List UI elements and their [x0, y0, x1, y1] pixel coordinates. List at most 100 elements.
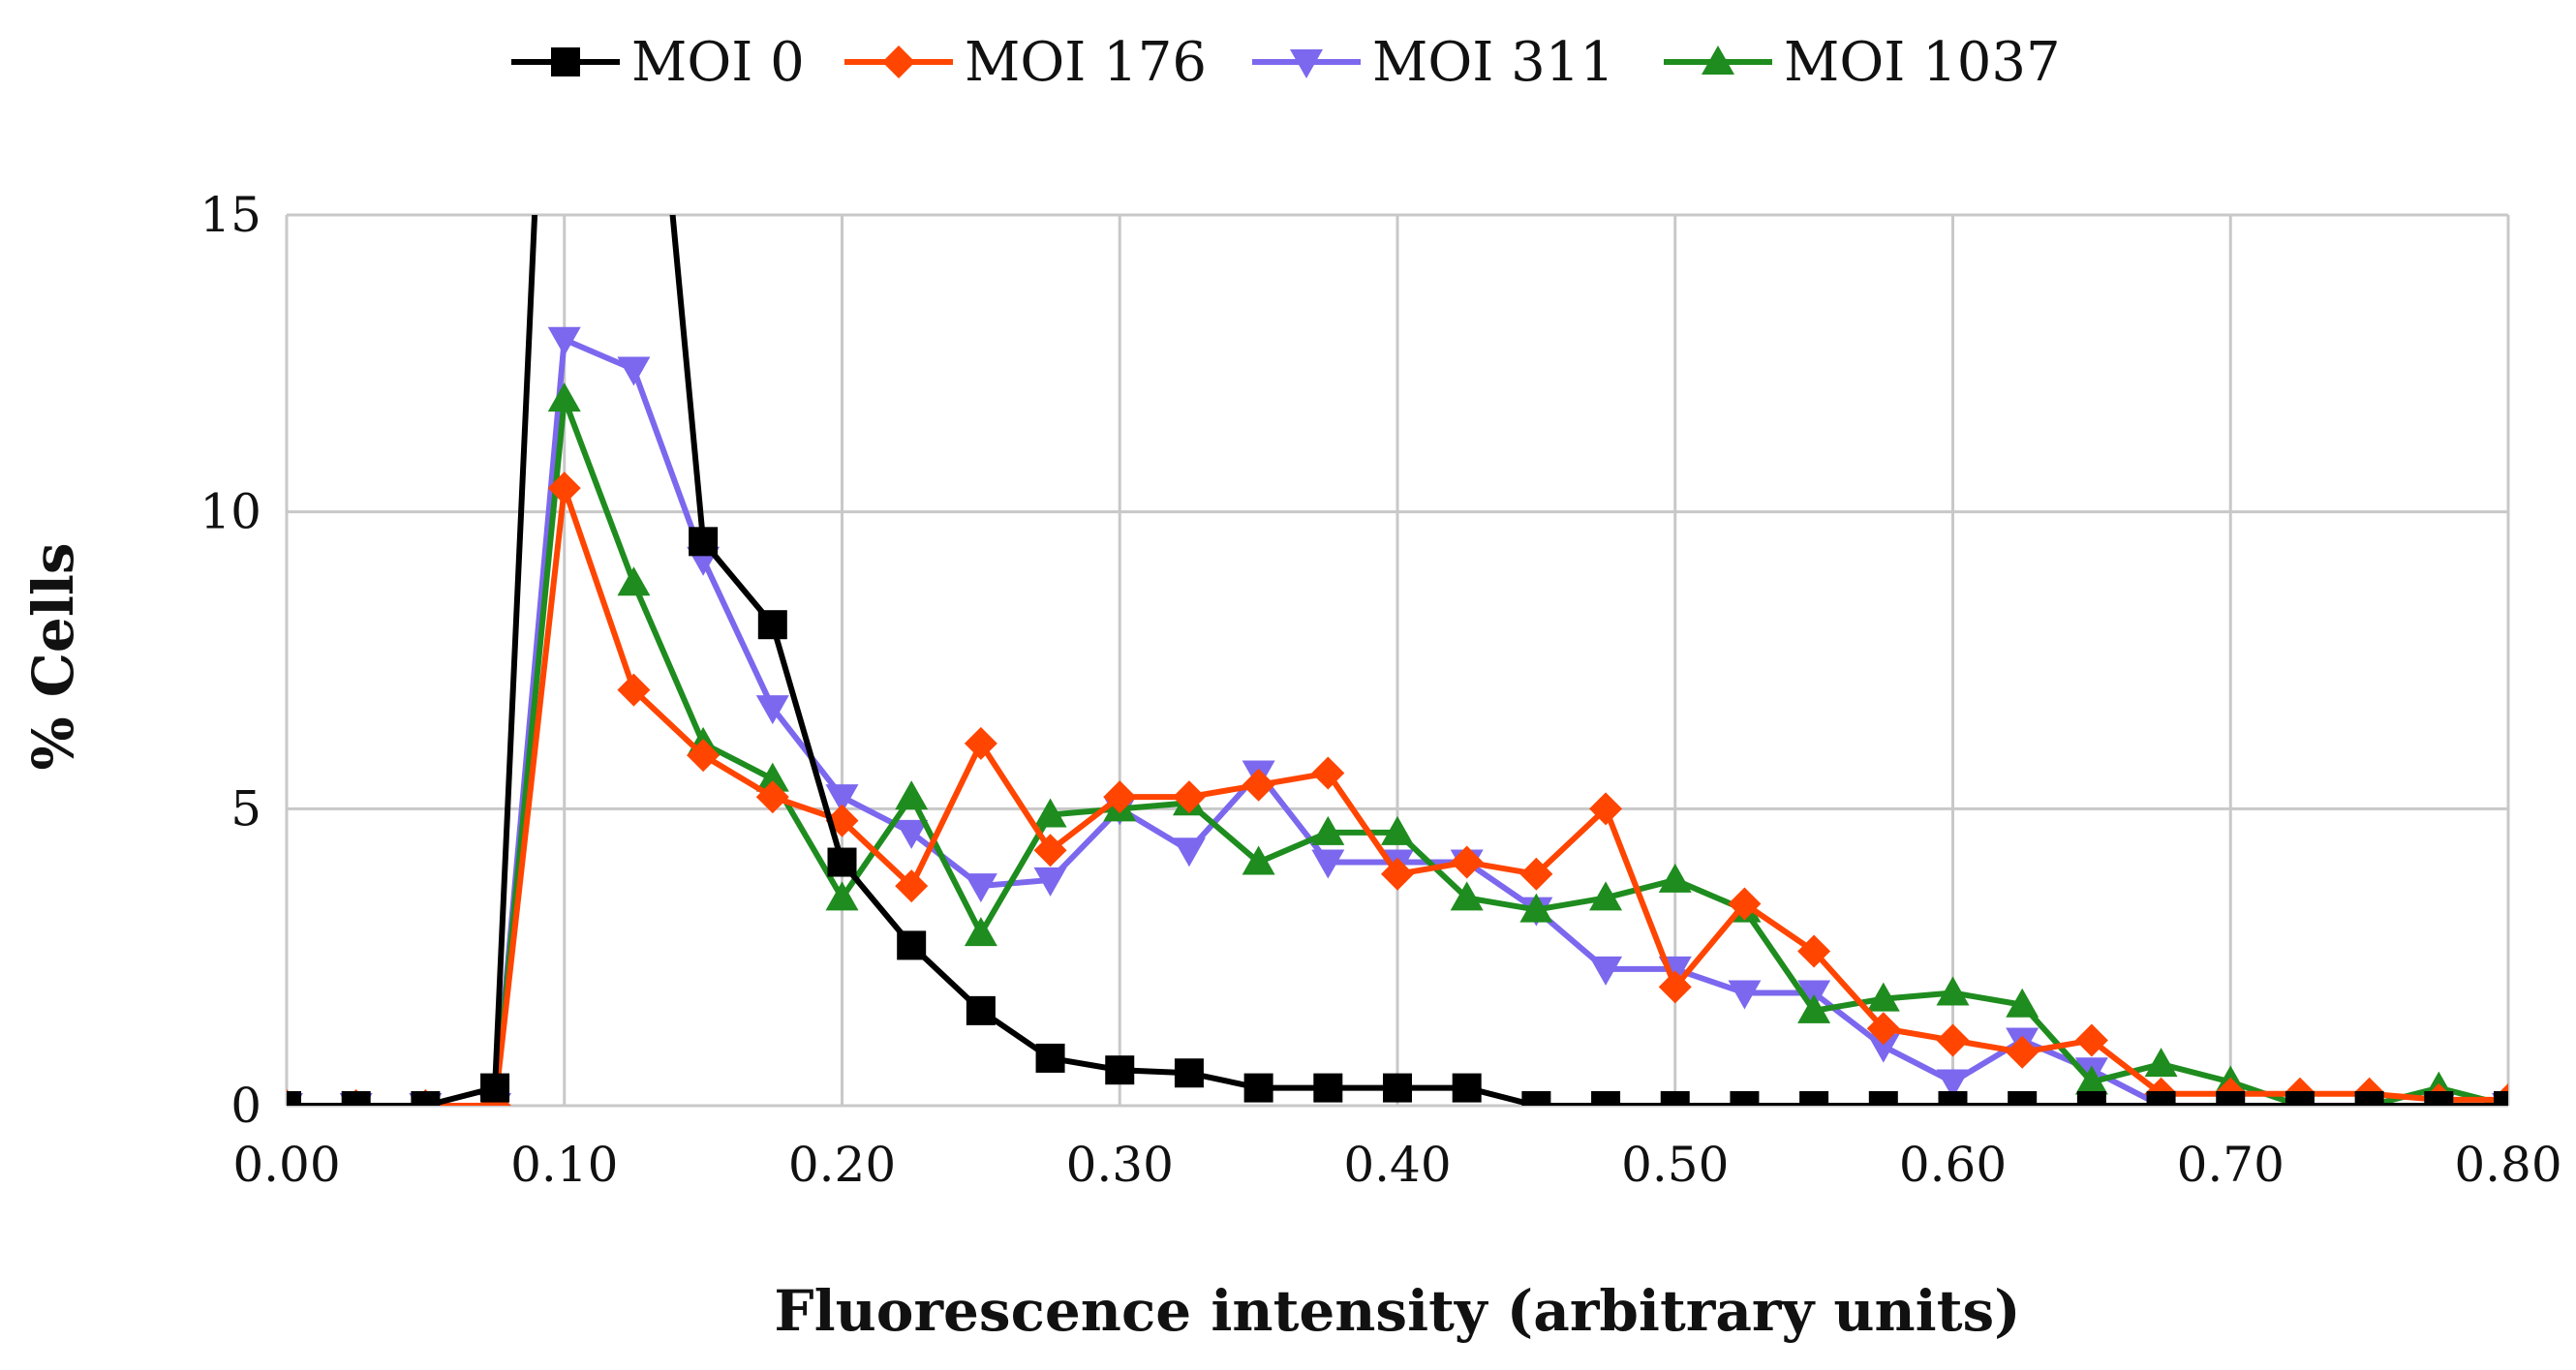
data-point-moi-0: [1243, 1073, 1273, 1103]
data-point-moi-176: [1519, 857, 1553, 891]
data-point-moi-176: [1658, 970, 1692, 1004]
data-point-moi-1037: [2074, 1065, 2108, 1095]
data-point-moi-176: [964, 726, 997, 760]
x-tick-label: 0.30: [1066, 1137, 1174, 1193]
data-point-moi-1037: [825, 881, 859, 911]
data-point-moi-0: [1868, 1091, 1898, 1106]
data-point-moi-1037: [1242, 845, 1275, 875]
data-point-moi-176: [1242, 768, 1275, 802]
data-point-moi-176: [1589, 792, 1623, 826]
data-point-moi-176: [1866, 1012, 1900, 1046]
data-point-moi-0: [2146, 1091, 2176, 1106]
data-point-moi-0: [341, 1091, 371, 1106]
x-tick-label: 0.80: [2454, 1137, 2561, 1193]
data-point-moi-1037: [1450, 881, 1484, 911]
legend-entry-moi-311: MOI 311: [1252, 31, 1614, 94]
data-point-moi-311: [964, 873, 997, 903]
data-point-moi-311: [1033, 867, 1067, 897]
data-point-moi-176: [1311, 756, 1345, 790]
data-point-moi-1037: [617, 566, 651, 596]
data-point-moi-1037: [2144, 1048, 2178, 1078]
data-point-moi-0: [1383, 1073, 1412, 1103]
y-tick-label: 5: [230, 780, 261, 837]
data-point-moi-1037: [1936, 976, 1970, 1006]
legend-entry-moi-1037: MOI 1037: [1664, 31, 2061, 94]
data-point-moi-176: [755, 780, 789, 814]
y-tick-label: 15: [199, 187, 261, 243]
data-point-moi-0: [2076, 1091, 2106, 1106]
x-tick-label: 0.40: [1343, 1137, 1451, 1193]
data-point-moi-1037: [1658, 863, 1692, 893]
data-point-moi-311: [755, 695, 789, 725]
data-point-moi-0: [1730, 1091, 1760, 1106]
x-tick-label: 0.70: [2177, 1137, 2285, 1193]
y-axis-title: % Cells: [20, 542, 86, 770]
data-point-moi-0: [1035, 1043, 1065, 1073]
x-tick-label: 0.50: [1621, 1137, 1729, 1193]
data-point-moi-0: [2285, 1091, 2315, 1106]
data-point-moi-0: [897, 930, 927, 960]
data-point-moi-0: [689, 527, 719, 557]
data-point-moi-0: [1591, 1091, 1621, 1106]
data-point-moi-0: [1799, 1091, 1829, 1106]
data-point-moi-1037: [755, 762, 789, 792]
data-point-moi-0: [1313, 1073, 1343, 1103]
data-point-moi-176: [547, 472, 581, 505]
data-point-moi-1037: [1381, 815, 1414, 845]
legend-label-moi-0: MOI 0: [631, 31, 805, 94]
data-point-moi-176: [1936, 1023, 1970, 1057]
data-point-moi-1037: [895, 780, 929, 810]
legend-label-moi-176: MOI 176: [965, 31, 1207, 94]
x-tick-label: 0.00: [232, 1137, 340, 1193]
data-point-moi-1037: [2006, 988, 2039, 1018]
data-point-moi-0: [2354, 1091, 2384, 1106]
y-tick-label: 0: [230, 1078, 261, 1134]
legend-entry-moi-176: MOI 176: [844, 31, 1207, 94]
y-tick-label: 10: [199, 484, 261, 540]
data-point-moi-0: [480, 1073, 510, 1103]
data-point-moi-0: [966, 995, 996, 1025]
data-point-moi-1037: [547, 382, 581, 412]
data-point-moi-176: [1797, 934, 1831, 968]
data-point-moi-176: [1450, 845, 1484, 879]
grid: [285, 213, 2510, 1108]
data-point-moi-1037: [1033, 798, 1067, 828]
data-point-moi-176: [1103, 780, 1137, 814]
data-point-moi-176: [1381, 857, 1414, 891]
data-point-moi-0: [2216, 1091, 2246, 1106]
data-point-moi-0: [287, 1091, 301, 1106]
data-point-moi-311: [617, 356, 651, 386]
x-tick-label: 0.10: [510, 1137, 618, 1193]
data-point-moi-0: [827, 847, 857, 877]
legend: MOI 0 MOI 176 MOI 311 MOI 1037: [511, 31, 2061, 94]
data-point-moi-0: [1105, 1055, 1135, 1085]
data-point-moi-176: [1728, 887, 1762, 921]
data-point-moi-0: [1521, 1091, 1551, 1106]
data-point-moi-311: [547, 326, 581, 356]
data-point-moi-311: [1311, 849, 1345, 879]
data-point-moi-311: [825, 784, 859, 814]
data-point-moi-1037: [1797, 993, 1831, 1023]
data-point-moi-311: [1728, 980, 1762, 1010]
data-point-moi-0: [1938, 1091, 1968, 1106]
tick-labels: 0.00 0.10 0.20 0.30 0.40 0.50 0.60 0.70 0.80 0 5 10…: [199, 187, 2561, 1193]
data-point-moi-176: [617, 673, 651, 707]
data-point-moi-0: [2424, 1091, 2454, 1106]
data-point-moi-1037: [1866, 982, 1900, 1012]
series-layer: [287, 215, 2508, 1106]
data-point-moi-176: [895, 869, 929, 903]
series-moi-0: [287, 215, 2508, 1106]
legend-marker-moi-176: [882, 46, 915, 78]
data-point-moi-1037: [1519, 893, 1553, 923]
legend-label-moi-311: MOI 311: [1372, 31, 1614, 94]
data-point-moi-0: [757, 610, 787, 640]
data-point-moi-0: [1174, 1058, 1204, 1088]
data-point-moi-176: [1033, 834, 1067, 868]
legend-marker-moi-0: [551, 47, 580, 76]
data-point-moi-311: [1936, 1069, 1970, 1099]
data-point-moi-311: [1172, 837, 1206, 868]
data-point-moi-0: [411, 1091, 441, 1106]
x-tick-label: 0.20: [788, 1137, 896, 1193]
data-point-moi-0: [2008, 1091, 2038, 1106]
